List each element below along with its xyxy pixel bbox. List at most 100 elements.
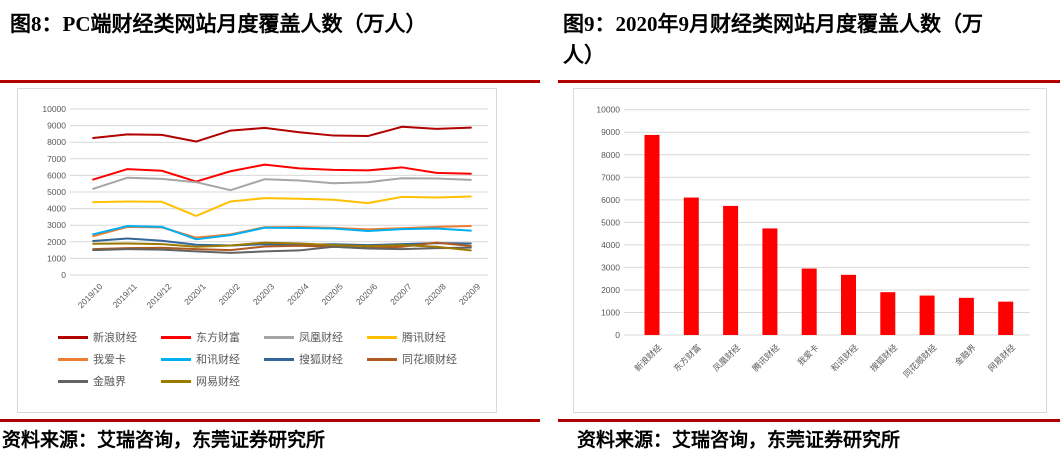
figure9-source: 资料来源：艾瑞咨询，东莞证券研究所	[577, 430, 901, 451]
legend-label: 网易财经	[196, 376, 240, 388]
series-line-凤凰财经	[92, 176, 472, 192]
y-tick-label: 6000	[47, 170, 66, 180]
legend-swatch	[58, 379, 88, 383]
legend-swatch	[161, 379, 191, 383]
bar-腾讯财经	[762, 228, 778, 335]
y-tick-label: 6000	[601, 195, 620, 205]
x-category-label: 腾讯财经	[750, 342, 781, 373]
bar-新浪财经	[644, 134, 660, 335]
bar-金融界	[958, 297, 974, 335]
y-tick-label: 7000	[47, 154, 66, 164]
x-category-label: 2020/8	[422, 281, 448, 307]
legend-item: 网易财经	[161, 374, 264, 388]
y-tick-label: 9000	[47, 121, 66, 131]
x-category-label: 新浪财经	[632, 342, 663, 373]
x-category-label: 2019/12	[144, 281, 173, 310]
bar-我爱卡	[801, 268, 817, 335]
x-category-label: 2020/5	[319, 281, 345, 307]
figure8-chart-box: 0 1000 2000 3000 4000 5000 6000 7000 8000 9000 100…	[17, 88, 497, 413]
legend-label: 搜狐财经	[299, 354, 343, 366]
x-category-label: 东方财富	[672, 342, 703, 373]
x-category-label: 2020/4	[285, 281, 311, 307]
bar-搜狐财经	[880, 292, 896, 335]
x-category-label: 搜狐财经	[868, 342, 899, 373]
legend-item: 新浪财经	[58, 330, 161, 344]
legend-label: 新浪财经	[93, 332, 137, 344]
legend-label: 同花顺财经	[402, 354, 457, 366]
legend-item: 搜狐财经	[264, 352, 367, 366]
y-tick-label: 1000	[601, 307, 620, 317]
bar-凤凰财经	[723, 205, 739, 335]
y-tick-label: 2000	[601, 285, 620, 295]
x-category-label: 金融界	[953, 342, 978, 367]
legend-swatch	[367, 335, 397, 339]
y-tick-label: 5000	[47, 187, 66, 197]
y-tick-label: 1000	[47, 253, 66, 263]
y-tick-label: 4000	[601, 240, 620, 250]
series-line-腾讯财经	[92, 195, 472, 217]
x-category-label: 同花顺财经	[901, 342, 938, 379]
legend-item: 凤凰财经	[264, 330, 367, 344]
y-tick-label: 10000	[596, 105, 620, 115]
legend-label: 腾讯财经	[402, 332, 446, 344]
x-category-label: 凤凰财经	[711, 342, 742, 373]
legend-swatch	[58, 335, 88, 339]
legend-item: 我爱卡	[58, 352, 161, 366]
figure8-top-rule	[0, 80, 540, 83]
legend-label: 金融界	[93, 376, 126, 388]
legend-item: 东方财富	[161, 330, 264, 344]
figure9-chart-box: 0 1000 2000 3000 4000 5000 6000 7000 8000 9000 100…	[573, 88, 1047, 413]
bar-东方财富	[683, 197, 699, 335]
legend-label: 东方财富	[196, 332, 240, 344]
series-line-金融界	[92, 245, 472, 254]
figure8-title: 图8：PC端财经类网站月度覆盖人数（万人）	[10, 12, 427, 36]
series-line-新浪财经	[92, 125, 472, 143]
y-tick-label: 3000	[47, 220, 66, 230]
legend-swatch	[264, 357, 294, 361]
y-tick-label: 0	[615, 330, 620, 340]
legend-swatch	[161, 357, 191, 361]
legend-item: 和讯财经	[161, 352, 264, 366]
y-tick-label: 7000	[601, 172, 620, 182]
series-line-和讯财经	[92, 225, 472, 241]
x-category-label: 和讯财经	[829, 342, 860, 373]
bar-同花顺财经	[919, 295, 935, 335]
bar-chart-svg: 0 1000 2000 3000 4000 5000 6000 7000 8000 9000 100…	[596, 105, 1030, 379]
y-tick-label: 3000	[601, 262, 620, 272]
x-category-label: 2020/7	[388, 281, 414, 307]
figure9-panel: 图9：2020年9月财经类网站月度覆盖人数（万人） 0 1000 2000 3000 4…	[544, 0, 1060, 456]
x-category-label: 2020/3	[251, 281, 277, 307]
bar-网易财经	[998, 301, 1014, 335]
x-category-label: 2020/6	[354, 281, 380, 307]
x-category-label: 我爱卡	[796, 342, 821, 367]
figure9-title: 图9：2020年9月财经类网站月度覆盖人数（万人）	[563, 12, 983, 67]
legend-item: 同花顺财经	[367, 352, 470, 366]
x-category-label: 2020/1	[182, 281, 208, 307]
y-tick-label: 2000	[47, 237, 66, 247]
legend-item: 腾讯财经	[367, 330, 470, 344]
line-chart-legend: 新浪财经 东方财富 凤凰财经 腾讯财经我爱卡 和讯财经 搜狐财经 同花顺财经金融界 网易财经	[18, 326, 496, 388]
legend-swatch	[367, 357, 397, 361]
figure9-top-rule	[558, 80, 1060, 83]
series-line-搜狐财经	[92, 237, 472, 247]
y-tick-label: 0	[61, 270, 66, 280]
figure8-source: 资料来源：艾瑞咨询，东莞证券研究所	[2, 430, 326, 451]
series-line-网易财经	[92, 241, 472, 252]
x-category-label: 2019/10	[76, 281, 105, 310]
legend-item: 金融界	[58, 374, 161, 388]
legend-label: 凤凰财经	[299, 332, 343, 344]
y-tick-label: 4000	[47, 204, 66, 214]
legend-swatch	[161, 335, 191, 339]
x-category-label: 2020/2	[216, 281, 242, 307]
legend-label: 和讯财经	[196, 354, 240, 366]
figure8-panel: 图8：PC端财经类网站月度覆盖人数（万人） 0 1000 2000 3000 4000 5…	[0, 12, 540, 451]
legend-label: 我爱卡	[93, 354, 126, 366]
y-tick-label: 10000	[42, 104, 66, 114]
legend-swatch	[264, 335, 294, 339]
y-tick-label: 8000	[47, 137, 66, 147]
y-tick-label: 9000	[601, 127, 620, 137]
x-category-label: 2020/9	[457, 281, 483, 307]
figure9-bottom-rule	[558, 419, 1060, 422]
y-tick-label: 8000	[601, 150, 620, 160]
y-tick-label: 5000	[601, 217, 620, 227]
